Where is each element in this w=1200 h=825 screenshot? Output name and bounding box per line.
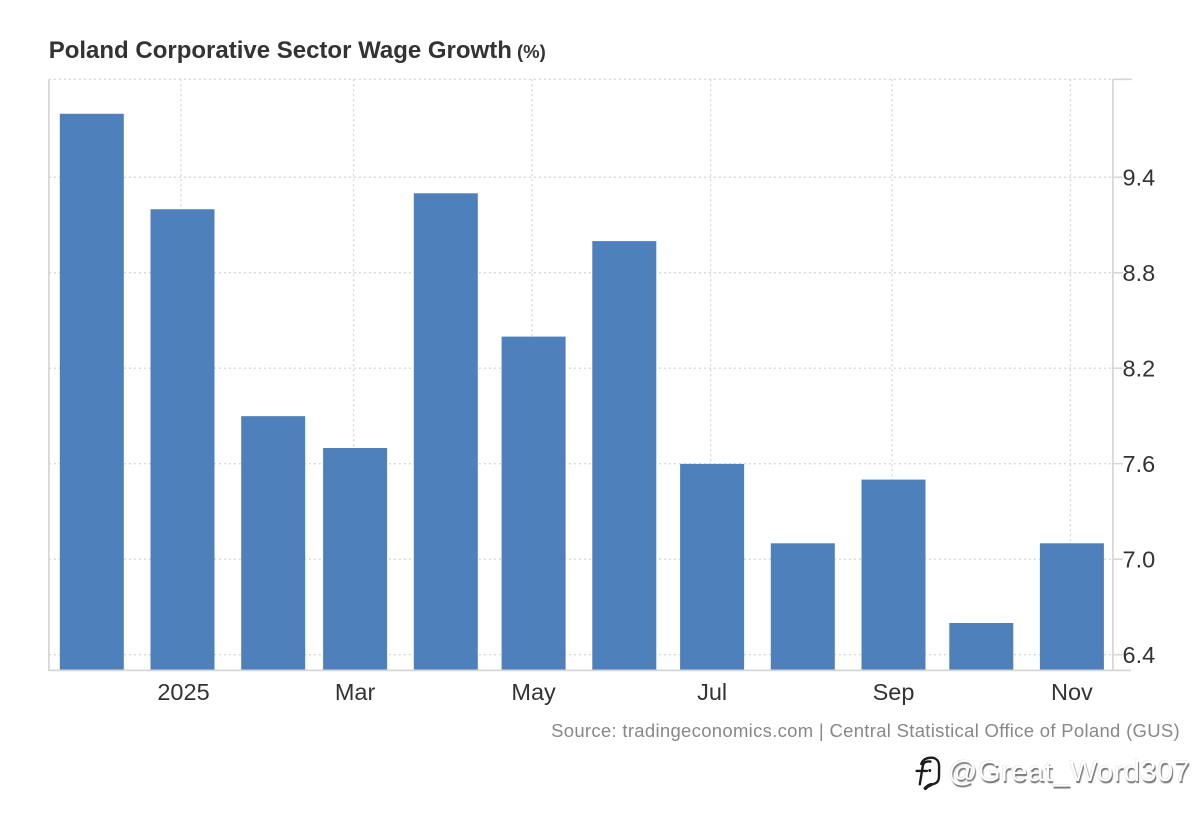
svg-text:May: May — [511, 679, 556, 705]
svg-text:8.2: 8.2 — [1123, 355, 1156, 381]
svg-text:Nov: Nov — [1051, 679, 1093, 705]
svg-text:6.4: 6.4 — [1123, 642, 1156, 668]
svg-text:7.6: 7.6 — [1123, 451, 1156, 477]
svg-text:Sep: Sep — [873, 679, 915, 705]
svg-text:Mar: Mar — [335, 679, 376, 705]
svg-text:8.8: 8.8 — [1123, 260, 1156, 286]
svg-text:2025: 2025 — [157, 679, 209, 705]
svg-text:7.0: 7.0 — [1123, 546, 1156, 572]
svg-text:Poland Corporative Sector Wage: Poland Corporative Sector Wage Growth (%… — [49, 37, 546, 64]
svg-text:Jul: Jul — [697, 679, 727, 705]
svg-text:Source: tradingeconomics.com |: Source: tradingeconomics.com | Central S… — [551, 720, 1180, 741]
svg-text:9.4: 9.4 — [1123, 165, 1156, 191]
